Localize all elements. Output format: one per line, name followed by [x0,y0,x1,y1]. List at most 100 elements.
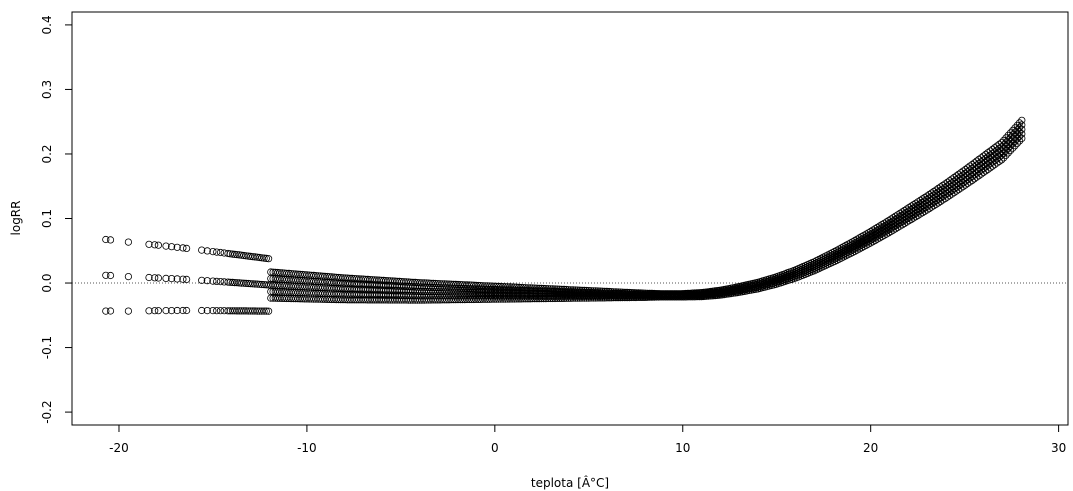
data-point [427,292,435,300]
data-point [251,253,259,261]
data-point [413,292,421,300]
data-point [282,269,291,277]
data-point [449,296,458,304]
data-point [242,252,250,260]
data-point [458,288,467,296]
x-tick-label: 10 [675,441,690,455]
data-point [1009,135,1017,143]
data-point [364,296,372,304]
data-point [429,288,437,296]
data-point [1015,119,1024,127]
data-point [418,287,426,296]
data-point [542,289,550,298]
data-point [977,154,985,162]
data-point [1018,116,1026,124]
data-point [422,283,430,291]
data-point [418,296,426,304]
data-point [406,291,415,300]
x-axis: -20 -10 0 10 20 30 [109,425,1066,455]
data-point [382,291,390,299]
data-point [406,287,415,295]
data-point [231,250,239,258]
data-point [463,281,471,289]
data-point [386,277,394,285]
data-point [569,290,577,298]
data-point [1004,144,1012,153]
data-point [427,279,435,287]
data-point [262,307,270,315]
data-point [198,246,206,254]
data-point [386,286,394,294]
data-point [562,288,570,296]
data-point [151,241,159,249]
data-point [1018,125,1026,133]
data-point [213,307,221,315]
data-point [226,250,234,258]
data-point [997,152,1006,160]
data-point [1002,143,1010,151]
data-point [198,276,206,284]
data-point [452,284,460,292]
data-point [431,283,439,292]
data-point [382,286,390,294]
data-point [377,286,385,294]
data-point [183,275,191,283]
data-point [979,152,988,160]
data-point [145,273,153,282]
data-point [1013,135,1021,143]
data-point [406,282,415,291]
data-point [264,307,273,315]
data-point [447,280,455,288]
data-point [102,235,110,244]
data-point [467,292,476,300]
data-point [474,295,482,303]
data-point [102,271,110,279]
data-point [145,240,153,248]
data-point [1015,132,1024,140]
data-point [454,288,462,296]
data-point [1002,134,1010,142]
data-point [373,291,381,299]
data-point [1013,126,1021,134]
data-point [1002,147,1010,155]
data-point [454,295,462,304]
data-point [560,285,568,293]
data-point [179,275,187,283]
data-point [427,283,435,291]
data-point [386,291,394,299]
data-point [434,292,442,300]
data-point [431,296,439,304]
data-point [216,248,225,257]
data-point [262,281,270,289]
data-point [427,287,435,296]
data-point [253,307,261,315]
y-tick-label: 0.2 [40,144,54,163]
data-point [463,295,471,304]
data-point [145,307,153,315]
data-point [393,296,401,304]
data-point [1006,133,1015,141]
data-point [438,288,446,296]
data-point [124,307,132,315]
data-point [124,272,132,281]
data-point [463,292,471,300]
data-point [402,282,410,290]
data-point [233,307,241,315]
data-point [406,278,415,286]
data-point [235,251,243,259]
data-point [549,287,557,295]
data-points [102,116,1026,315]
data-point [228,250,237,258]
data-point [569,288,577,296]
data-point [429,292,437,300]
y-tick-label: 0.0 [40,273,54,292]
data-point [573,290,582,298]
data-point [997,156,1006,164]
data-point [377,291,385,299]
x-axis-title: teplota [Â°C] [531,475,609,490]
data-point [585,290,593,298]
data-point [173,243,181,251]
data-point [393,291,401,299]
y-axis-title: logRR [9,201,23,236]
data-point [106,236,115,244]
